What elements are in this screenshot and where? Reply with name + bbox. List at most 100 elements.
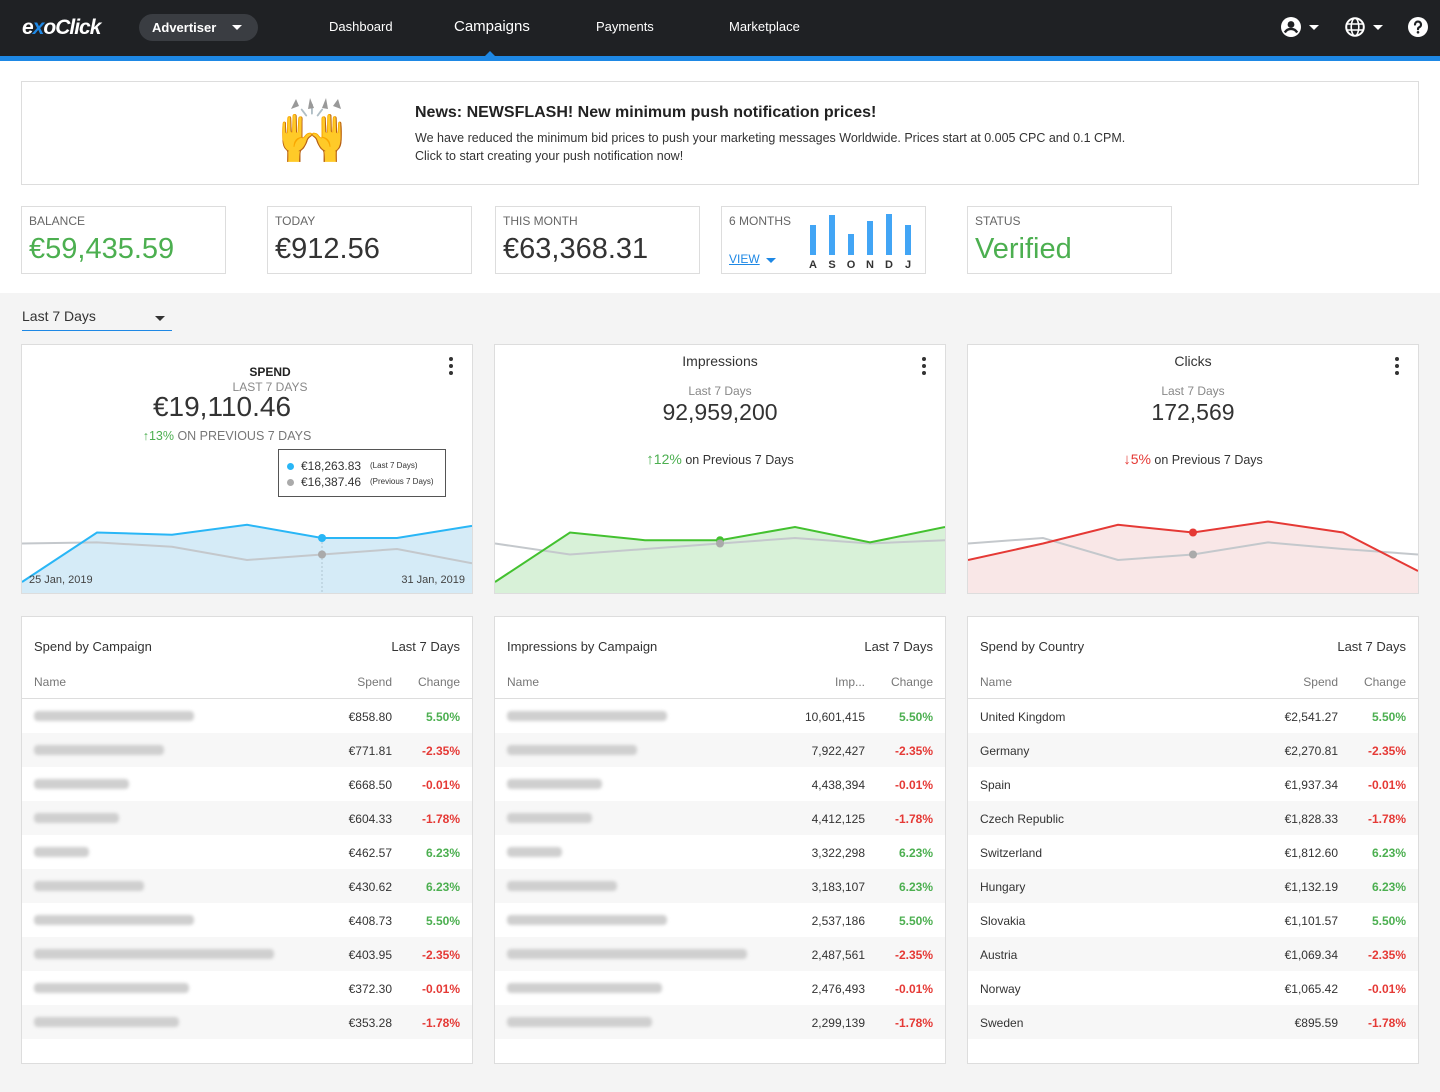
table-row[interactable]: €353.28 -1.78% — [22, 1005, 472, 1039]
user-menu-chevron-icon[interactable] — [1309, 25, 1319, 30]
table-row[interactable]: Slovakia €1,101.57 5.50% — [968, 903, 1418, 937]
table-period: Last 7 Days — [391, 639, 460, 654]
row-value: €858.80 — [348, 710, 392, 724]
column-header-name[interactable]: Name — [980, 675, 1013, 689]
tooltip-previous-value: €16,387.46 — [301, 475, 362, 489]
status-value: Verified — [975, 233, 1072, 265]
news-banner[interactable]: 🙌 News: NEWSFLASH! New minimum push noti… — [21, 81, 1419, 185]
status-card: STATUS Verified — [967, 206, 1172, 274]
view-chevron-icon — [766, 258, 776, 263]
row-value: 2,537,186 — [811, 914, 865, 928]
previous-hover-point — [318, 550, 326, 559]
column-header-name[interactable]: Name — [34, 675, 67, 689]
table-row[interactable]: €372.30 -0.01% — [22, 971, 472, 1005]
row-change: -1.78% — [1367, 1016, 1406, 1030]
table-row[interactable]: Sweden €895.59 -1.78% — [968, 1005, 1418, 1039]
column-header-spend[interactable]: Spend — [1303, 675, 1338, 689]
nav-marketplace[interactable]: Marketplace — [729, 19, 800, 34]
spend-change-value: 13% — [148, 429, 174, 443]
redacted-campaign-name — [34, 1017, 179, 1027]
help-icon[interactable] — [1408, 17, 1428, 37]
row-value: €604.33 — [348, 812, 392, 826]
more-vert-icon[interactable] — [1390, 357, 1404, 375]
balance-card: BALANCE €59,435.59 — [21, 206, 226, 274]
impressions-area-chart[interactable] — [495, 483, 945, 593]
nav-payments[interactable]: Payments — [596, 19, 654, 34]
table-row[interactable]: 2,537,186 5.50% — [495, 903, 945, 937]
nav-dashboard[interactable]: Dashboard — [329, 19, 393, 34]
row-name: Slovakia — [980, 914, 1026, 928]
table-row[interactable]: 4,412,125 -1.78% — [495, 801, 945, 835]
redacted-campaign-name — [507, 813, 592, 823]
redacted-campaign-name — [34, 847, 89, 857]
table-row[interactable]: Switzerland €1,812.60 6.23% — [968, 835, 1418, 869]
table-row[interactable]: Hungary €1,132.19 6.23% — [968, 869, 1418, 903]
exoclick-logo[interactable]: exoClick — [22, 16, 101, 40]
table-row[interactable]: €408.73 5.50% — [22, 903, 472, 937]
table-row[interactable]: Germany €2,270.81 -2.35% — [968, 733, 1418, 767]
row-value: 10,601,415 — [804, 710, 865, 724]
column-header-impressions[interactable]: Imp... — [834, 675, 865, 689]
spend-chart-tooltip: €18,263.83 (Last 7 Days) €16,387.46 (Pre… — [278, 449, 446, 497]
table-row[interactable]: Austria €1,069.34 -2.35% — [968, 937, 1418, 971]
globe-icon[interactable] — [1345, 17, 1365, 37]
language-menu-chevron-icon[interactable] — [1373, 25, 1383, 30]
table-row[interactable]: Spain €1,937.34 -0.01% — [968, 767, 1418, 801]
column-header-spend[interactable]: Spend — [357, 675, 392, 689]
row-value: 2,476,493 — [811, 982, 865, 996]
column-header-change[interactable]: Change — [1363, 675, 1406, 689]
period-select[interactable]: Last 7 Days — [22, 308, 172, 331]
clicks-change-text: on Previous 7 Days — [1154, 453, 1263, 467]
clicks-area-chart[interactable] — [968, 483, 1418, 593]
more-vert-icon[interactable] — [444, 357, 458, 375]
table-row[interactable]: €604.33 -1.78% — [22, 801, 472, 835]
table-row[interactable]: United Kingdom €2,541.27 5.50% — [968, 699, 1418, 733]
clicks-title: Clicks — [1174, 353, 1212, 369]
column-header-change[interactable]: Change — [890, 675, 933, 689]
table-row[interactable]: Norway €1,065.42 -0.01% — [968, 971, 1418, 1005]
spend-date-end: 31 Jan, 2019 — [401, 574, 465, 586]
clicks-period: Last 7 Days — [1161, 384, 1225, 398]
role-selector[interactable]: Advertiser — [139, 14, 258, 41]
table-row[interactable]: 4,438,394 -0.01% — [495, 767, 945, 801]
table-row[interactable]: €771.81 -2.35% — [22, 733, 472, 767]
column-header-change[interactable]: Change — [417, 675, 460, 689]
nav-campaigns[interactable]: Campaigns — [454, 18, 530, 35]
spend-change-text: ON PREVIOUS 7 DAYS — [177, 429, 312, 443]
month-bar — [886, 214, 892, 255]
news-line-1: We have reduced the minimum bid prices t… — [415, 131, 1126, 145]
month-bar — [848, 234, 854, 255]
redacted-campaign-name — [34, 881, 144, 891]
table-row[interactable]: €403.95 -2.35% — [22, 937, 472, 971]
arrow-down-icon: ↓ — [1123, 451, 1131, 468]
current-area-fill — [22, 524, 472, 593]
more-vert-icon[interactable] — [917, 357, 931, 375]
today-value: €912.56 — [275, 233, 380, 265]
redacted-campaign-name — [34, 779, 129, 789]
table-row[interactable]: 7,922,427 -2.35% — [495, 733, 945, 767]
row-change: 5.50% — [898, 914, 933, 928]
table-row[interactable]: 3,322,298 6.23% — [495, 835, 945, 869]
view-link[interactable]: VIEW — [729, 252, 776, 266]
redacted-campaign-name — [507, 881, 617, 891]
impressions-title: Impressions — [682, 353, 758, 369]
spend-area-chart[interactable] — [22, 483, 472, 593]
table-row[interactable]: €858.80 5.50% — [22, 699, 472, 733]
six-months-label: 6 MONTHS — [729, 214, 792, 228]
row-change: 6.23% — [1371, 846, 1406, 860]
table-row[interactable]: Czech Republic €1,828.33 -1.78% — [968, 801, 1418, 835]
table-row[interactable]: 10,601,415 5.50% — [495, 699, 945, 733]
table-row[interactable]: 3,183,107 6.23% — [495, 869, 945, 903]
impressions-change-text: on Previous 7 Days — [685, 453, 794, 467]
user-icon[interactable] — [1281, 17, 1301, 37]
column-header-name[interactable]: Name — [507, 675, 540, 689]
table-row[interactable]: 2,476,493 -0.01% — [495, 971, 945, 1005]
row-change: -1.78% — [894, 812, 933, 826]
table-row[interactable]: 2,299,139 -1.78% — [495, 1005, 945, 1039]
table-row[interactable]: 2,487,561 -2.35% — [495, 937, 945, 971]
table-row[interactable]: €430.62 6.23% — [22, 869, 472, 903]
table-row[interactable]: €668.50 -0.01% — [22, 767, 472, 801]
table-row[interactable]: €462.57 6.23% — [22, 835, 472, 869]
